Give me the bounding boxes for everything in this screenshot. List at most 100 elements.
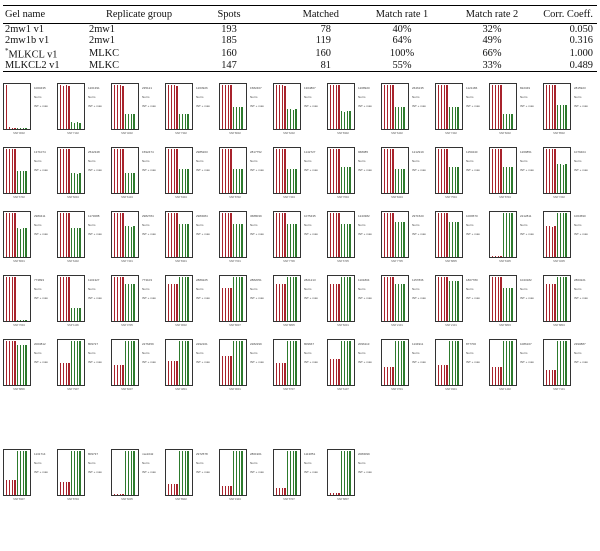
red-bar: [446, 85, 448, 129]
spot-id-label: 1582467: [250, 86, 262, 90]
green-bar: [73, 341, 76, 385]
green-bar: [22, 228, 24, 257]
red-bar: [168, 283, 170, 321]
red-bar: [173, 484, 175, 495]
spot-panel: 2821213 Norm INT + max SSP 8805: [273, 275, 325, 327]
green-bar: [565, 341, 567, 385]
spot-id-label: 1000435: [34, 86, 46, 90]
int-max-label: INT + max: [88, 360, 102, 364]
int-max-label: INT + max: [520, 360, 534, 364]
ssp-caption: SSP 6107: [337, 388, 349, 391]
red-bar: [230, 85, 232, 129]
red-bar: [497, 277, 499, 321]
red-bar: [551, 226, 553, 257]
ssp-caption: SSP 8302: [337, 132, 349, 135]
green-bar: [179, 277, 181, 321]
ssp-caption: SSP 8804: [553, 324, 565, 327]
bar-chart-box: [273, 211, 301, 258]
spot-id-label: 2972578: [196, 452, 208, 456]
green-bar: [17, 320, 19, 321]
red-bar: [554, 226, 556, 257]
red-bar: [278, 283, 281, 321]
int-max-label: INT + max: [196, 296, 210, 300]
int-max-label: INT + max: [412, 104, 426, 108]
int-max-label: INT + max: [196, 470, 210, 474]
norm-label: Norm: [196, 95, 204, 99]
bar-chart-box: [3, 211, 31, 258]
norm-label: Norm: [358, 461, 366, 465]
ssp-caption: SSP 7504: [445, 196, 457, 199]
ssp-caption: SSP 6702: [13, 196, 25, 199]
green-bar: [238, 341, 240, 385]
spot-panel: 1304867 Norm INT + max SSP 6202: [273, 83, 325, 135]
red-bar: [65, 213, 67, 257]
red-bar: [60, 85, 62, 129]
green-bar: [127, 226, 130, 257]
norm-label: Norm: [574, 223, 582, 227]
red-bar: [551, 369, 553, 385]
green-bar: [395, 221, 397, 257]
int-max-label: INT + max: [196, 360, 210, 364]
red-bar: [230, 288, 232, 321]
red-bar: [11, 341, 13, 385]
norm-label: Norm: [358, 351, 366, 355]
green-bar: [346, 111, 348, 129]
bar-chart-box: [219, 275, 247, 322]
green-bar: [508, 341, 510, 385]
red-bar: [168, 213, 170, 257]
green-bar: [187, 341, 189, 385]
red-bar: [392, 149, 394, 193]
green-bar: [130, 341, 132, 385]
green-bar: [79, 341, 81, 385]
spot-panel: 2292161 Norm INT + max SSP 4801: [165, 339, 217, 391]
bar-chart-box: [435, 147, 463, 194]
int-max-label: INT + max: [358, 168, 372, 172]
green-bar: [557, 341, 559, 385]
cell-matched: 160: [315, 47, 331, 59]
red-bar: [330, 149, 332, 193]
red-bar: [281, 488, 283, 495]
green-bar: [451, 341, 454, 385]
norm-label: Norm: [520, 223, 528, 227]
int-max-label: INT + max: [250, 232, 264, 236]
int-max-label: INT + max: [34, 232, 48, 236]
spot-id-label: 2861901: [250, 452, 262, 456]
green-bar: [289, 341, 292, 385]
green-bar: [130, 173, 132, 193]
green-bar: [79, 307, 81, 321]
spot-id-label: 2983084: [196, 214, 208, 218]
int-max-label: INT + max: [574, 168, 588, 172]
red-bar: [446, 149, 448, 193]
bar-chart-box: [327, 211, 355, 258]
spot-id-label: 2985203: [196, 150, 208, 154]
red-bar: [443, 213, 445, 257]
cell-match-rate-2: 49%: [482, 35, 502, 46]
cell-match-rate-2: 32%: [482, 24, 502, 35]
green-bar: [346, 167, 348, 193]
cell-gel-name: MLKCL2 v1: [5, 60, 60, 72]
red-bar: [554, 283, 556, 321]
green-bar: [349, 111, 351, 129]
green-bar: [73, 228, 76, 257]
int-max-label: INT + max: [304, 360, 318, 364]
red-bar: [60, 481, 62, 495]
norm-label: Norm: [34, 461, 42, 465]
ssp-caption: SSP 7202: [553, 196, 565, 199]
ssp-caption: SSP 8607: [229, 324, 241, 327]
green-bar: [292, 224, 294, 257]
ssp-caption: SSP 8404: [391, 196, 403, 199]
red-bar: [230, 149, 232, 193]
green-bar: [454, 341, 456, 385]
spot-panel: 1131714 Norm INT + max SSP 8307: [3, 449, 55, 501]
green-bar: [557, 213, 559, 257]
green-bar: [71, 307, 73, 321]
red-bar: [384, 149, 386, 193]
int-max-label: INT + max: [250, 104, 264, 108]
green-bar: [505, 113, 508, 129]
spot-panel: 2212811 Norm INT + max SSP 6305: [489, 211, 541, 263]
spot-id-label: 1212919: [412, 150, 424, 154]
spot-id-label: 2882051: [250, 278, 262, 282]
ssp-caption: SSP 7004: [13, 324, 25, 327]
red-bar: [122, 149, 124, 193]
norm-label: Norm: [196, 287, 204, 291]
